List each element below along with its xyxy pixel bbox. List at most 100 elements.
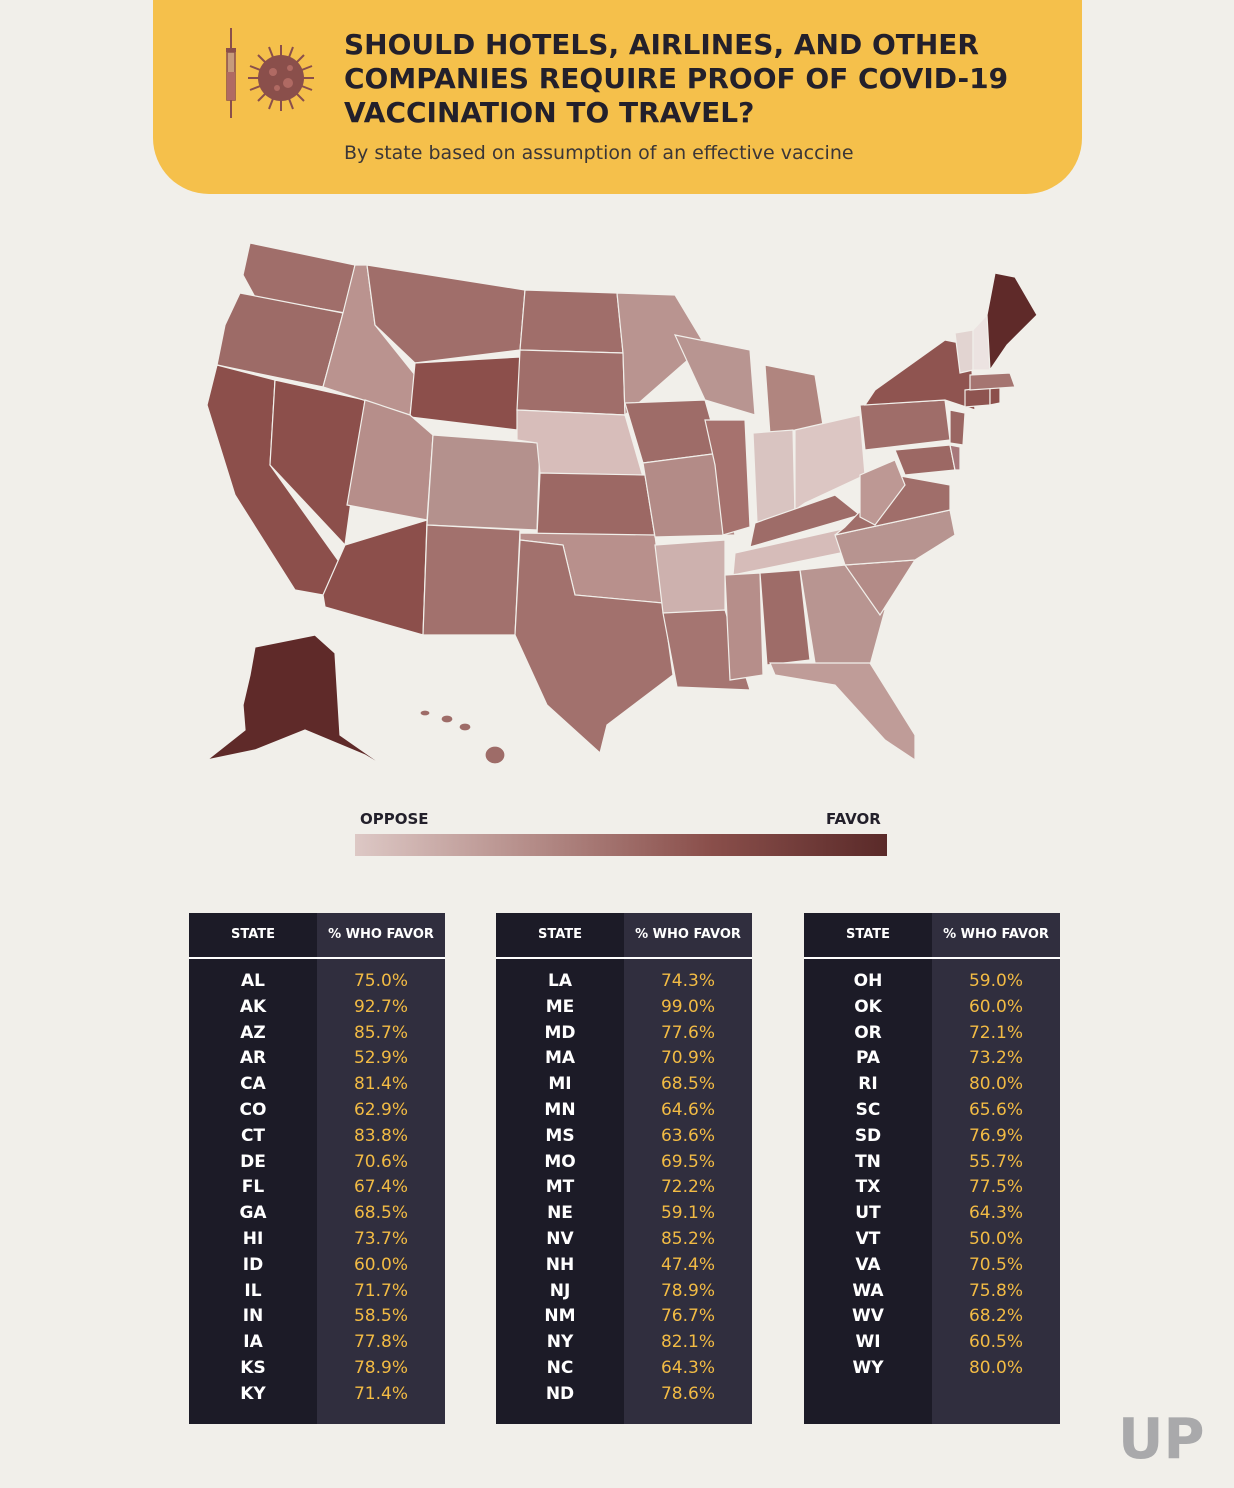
table-row: SD 76.9%	[804, 1124, 1060, 1150]
state-cell: VA	[855, 1254, 881, 1275]
favor-value-cell: 82.1%	[660, 1332, 715, 1353]
state-cell: WY	[852, 1357, 884, 1378]
table-row: UT 64.3%	[804, 1201, 1060, 1227]
table-row: MN 64.6%	[496, 1098, 752, 1124]
table-row: VA 70.5%	[804, 1253, 1060, 1279]
state-or	[216, 292, 344, 388]
favor-value-cell: 69.5%	[660, 1151, 715, 1172]
state-co	[426, 434, 541, 531]
state-cell: AZ	[240, 1022, 266, 1043]
state-mo	[642, 452, 736, 538]
state-nm	[422, 524, 521, 636]
state-wi	[673, 334, 756, 416]
favor-value-cell: 68.5%	[353, 1203, 408, 1224]
state-cell: AK	[239, 996, 267, 1017]
header-favor: % WHO FAVOR	[635, 927, 741, 942]
favor-value-cell: 60.0%	[353, 1254, 408, 1275]
state-ak	[206, 634, 391, 771]
state-cell: MN	[544, 1099, 576, 1120]
table-row: KY 71.4%	[189, 1382, 445, 1408]
favor-value-cell: 59.0%	[968, 971, 1023, 991]
table-row: NM 76.7%	[496, 1304, 752, 1330]
favor-value-cell: 75.8%	[968, 1280, 1023, 1301]
state-wv	[859, 459, 906, 526]
favor-value-cell: 70.6%	[353, 1151, 408, 1172]
favor-value-cell: 75.0%	[353, 971, 408, 991]
state-cell: DE	[240, 1151, 266, 1172]
state-cell: ND	[545, 1383, 575, 1404]
favor-value-cell: 85.2%	[660, 1228, 715, 1249]
state-cell: WV	[852, 1306, 884, 1327]
table-row: OK 60.0%	[804, 995, 1060, 1021]
state-ia	[624, 399, 721, 464]
table-row: NC 64.3%	[496, 1356, 752, 1382]
table-row: HI 73.7%	[189, 1227, 445, 1253]
table-row: NY 82.1%	[496, 1330, 752, 1356]
table-row: ND 78.6%	[496, 1382, 752, 1408]
favor-value-cell: 78.9%	[660, 1280, 715, 1301]
state-cell: CO	[239, 1099, 267, 1120]
header-favor: % WHO FAVOR	[943, 927, 1049, 942]
us-map	[206, 242, 1038, 771]
state-in	[752, 429, 796, 524]
state-ar	[654, 539, 726, 614]
legend-favor-label: FAVOR	[826, 810, 881, 828]
table-row: MO 69.5%	[496, 1150, 752, 1176]
syringe-icon	[226, 28, 236, 118]
state-cell: LA	[548, 971, 572, 991]
state-cell: NV	[546, 1228, 574, 1249]
state-wy	[409, 356, 521, 431]
favor-value-cell: 60.5%	[968, 1332, 1023, 1353]
state-cell: MT	[545, 1177, 575, 1198]
table-row: MI 68.5%	[496, 1072, 752, 1098]
state-cell: WA	[852, 1280, 884, 1301]
table-row: FL 67.4%	[189, 1175, 445, 1201]
table-row: TN 55.7%	[804, 1150, 1060, 1176]
favor-value-cell: 99.0%	[660, 996, 715, 1017]
favor-value-cell: 77.5%	[968, 1177, 1023, 1198]
table-row: IL 71.7%	[189, 1279, 445, 1305]
favor-value-cell: 65.6%	[968, 1099, 1023, 1120]
table-row: ME 99.0%	[496, 995, 752, 1021]
favor-value-cell: 70.5%	[968, 1254, 1023, 1275]
favor-value-cell: 47.4%	[660, 1254, 715, 1275]
table-row: WA 75.8%	[804, 1279, 1060, 1305]
state-cell: IA	[243, 1332, 263, 1353]
favor-value-cell: 76.9%	[968, 1125, 1023, 1146]
favor-value-cell: 52.9%	[353, 1048, 408, 1069]
state-cell: ME	[545, 996, 575, 1017]
data-table-1: STATE % WHO FAVOR AL 75.0% AK 92.7% AZ 85.7% A…	[189, 913, 445, 1424]
header-state: STATE	[230, 927, 276, 942]
state-hi	[419, 709, 506, 765]
table-row: GA 68.5%	[189, 1201, 445, 1227]
state-ms	[724, 572, 764, 681]
data-table-2: STATE % WHO FAVOR LA 74.3% ME 99.0% MD 77.6% M…	[496, 913, 752, 1424]
state-cell: NH	[545, 1254, 575, 1275]
state-cell: TX	[855, 1177, 881, 1198]
state-mn	[616, 292, 706, 417]
table-row: DE 70.6%	[189, 1150, 445, 1176]
state-ks	[536, 472, 656, 538]
favor-value-cell: 77.8%	[353, 1332, 408, 1353]
table-row: NE 59.1%	[496, 1201, 752, 1227]
state-cell: NM	[544, 1306, 576, 1327]
state-cell: OR	[854, 1022, 882, 1043]
state-il	[704, 419, 751, 536]
favor-value-cell: 64.6%	[660, 1099, 715, 1120]
table-row: AL 75.0%	[189, 969, 445, 995]
favor-value-cell: 92.7%	[353, 996, 408, 1017]
favor-value-cell: 72.2%	[660, 1177, 715, 1198]
table-row: AR 52.9%	[189, 1046, 445, 1072]
table-row: IA 77.8%	[189, 1330, 445, 1356]
logo-text: UP	[1118, 1408, 1205, 1464]
favor-value-cell: 71.7%	[353, 1280, 408, 1301]
table-row: CA 81.4%	[189, 1072, 445, 1098]
favor-value-cell: 55.7%	[968, 1151, 1023, 1172]
state-sd	[516, 349, 626, 416]
favor-value-cell: 50.0%	[968, 1228, 1023, 1249]
table-row: CO 62.9%	[189, 1098, 445, 1124]
state-cell: MD	[544, 1022, 576, 1043]
state-oh	[794, 414, 866, 512]
table-row: NH 47.4%	[496, 1253, 752, 1279]
favor-value-cell: 74.3%	[660, 971, 715, 991]
